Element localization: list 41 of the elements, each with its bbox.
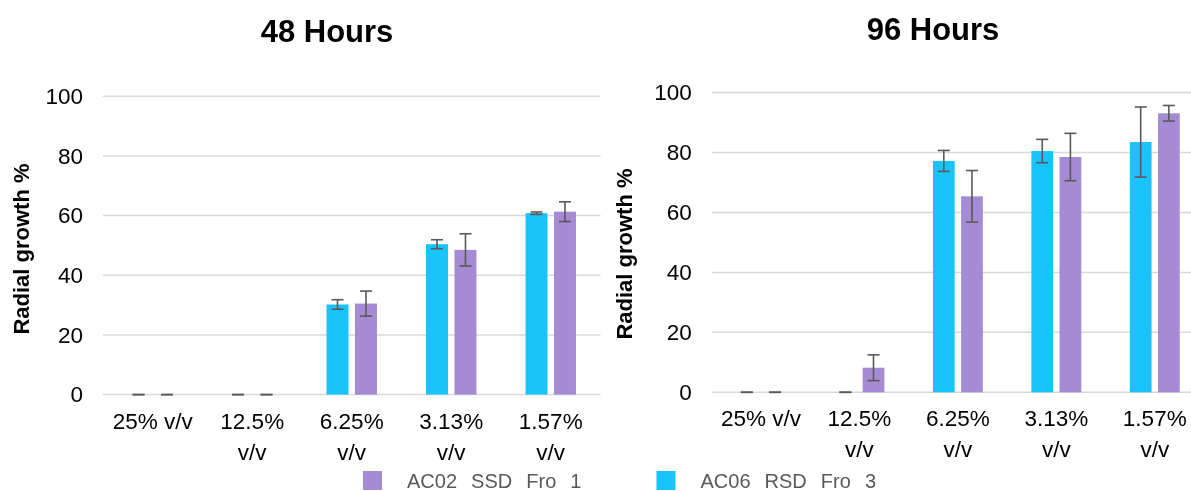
- bar: [1031, 151, 1054, 393]
- x-tick-label: 12.5% v/v: [220, 408, 285, 465]
- bar: [1059, 157, 1082, 393]
- bar: [1129, 142, 1152, 393]
- bar: [1157, 113, 1180, 393]
- bar: [426, 244, 449, 395]
- legend-label: AC06 RSD Fro 3: [700, 469, 877, 491]
- y-tick-label: 20: [57, 322, 83, 348]
- x-tick-label: 6.25% v/v: [319, 408, 384, 465]
- y-tick-label: 60: [57, 203, 83, 229]
- x-tick-label: 25% v/v: [720, 406, 802, 432]
- bar: [525, 213, 548, 395]
- bar: [354, 303, 377, 395]
- x-tick-label: 1.57% v/v: [518, 408, 583, 465]
- bar: [932, 160, 955, 393]
- y-tick-label: 0: [679, 380, 692, 406]
- y-tick-label: 80: [666, 140, 692, 166]
- y-tick-label: 0: [70, 382, 83, 408]
- y-tick-label: 60: [666, 200, 692, 226]
- x-tick-label: 3.13% v/v: [419, 408, 484, 465]
- y-tick-label: 20: [666, 320, 692, 346]
- y-tick-label: 80: [57, 143, 83, 169]
- bar: [326, 304, 349, 395]
- y-tick-label: 100: [654, 80, 692, 106]
- x-tick-label: 3.13% v/v: [1024, 406, 1089, 463]
- y-tick-label: 40: [57, 263, 83, 289]
- x-tick-label: 12.5% v/v: [827, 406, 892, 463]
- x-tick-label: 25% v/v: [112, 408, 194, 434]
- bar: [454, 249, 477, 395]
- y-tick-label: 40: [666, 260, 692, 286]
- x-tick-label: 6.25% v/v: [925, 406, 990, 463]
- y-tick-label: 100: [45, 84, 83, 110]
- y-axis-title: Radial growth %: [9, 163, 34, 335]
- legend-label: AC02 SSD Fro 1: [407, 469, 582, 491]
- y-axis-title: Radial growth %: [612, 168, 637, 340]
- chart-title: 48 Hours: [260, 14, 394, 49]
- bar: [961, 196, 983, 393]
- bar: [862, 367, 885, 393]
- bar: [553, 211, 576, 395]
- chart-title: 96 Hours: [866, 12, 1000, 47]
- x-tick-label: 1.57% v/v: [1122, 406, 1187, 463]
